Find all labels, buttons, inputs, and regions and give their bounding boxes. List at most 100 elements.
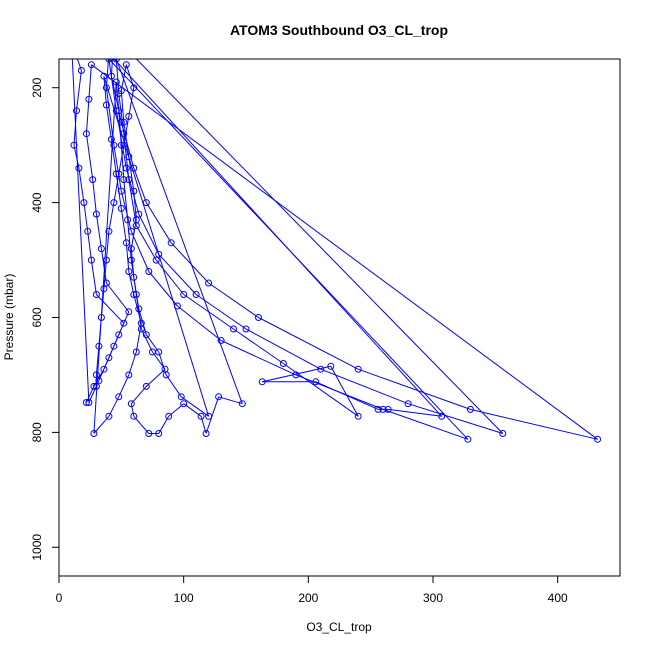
data-point xyxy=(115,170,123,178)
data-point xyxy=(132,291,140,298)
series-line-segment xyxy=(135,225,157,261)
series-line-segment xyxy=(145,334,160,353)
series-line-segment xyxy=(130,403,135,417)
series-line-segment xyxy=(145,368,166,387)
data-point xyxy=(258,378,266,386)
data-point xyxy=(95,342,103,350)
data-point xyxy=(192,291,200,298)
data-point xyxy=(205,412,213,420)
data-point xyxy=(120,118,128,126)
series-line-segment xyxy=(155,259,185,295)
series-line-segment xyxy=(76,70,82,111)
data-point xyxy=(117,187,125,195)
series-line-segment xyxy=(128,271,135,295)
data-point xyxy=(142,199,150,207)
data-point xyxy=(110,199,118,207)
series-line-segment xyxy=(103,260,107,289)
data-point xyxy=(125,112,133,120)
series-line-segment xyxy=(220,340,297,376)
series-line-segment xyxy=(135,59,504,434)
series-line-segment xyxy=(118,311,130,335)
series-line-segment xyxy=(123,122,130,157)
data-point xyxy=(95,377,103,385)
data-point xyxy=(155,430,163,437)
data-point xyxy=(117,118,125,126)
series-line-segment xyxy=(115,59,243,404)
data-point xyxy=(105,227,113,235)
data-point xyxy=(90,430,98,437)
data-point xyxy=(110,342,118,350)
data-point xyxy=(155,348,163,356)
series-line-segment xyxy=(85,133,94,180)
data-point xyxy=(173,302,181,310)
data-point xyxy=(404,400,412,408)
series-line-segment xyxy=(208,282,259,318)
data-point xyxy=(354,365,362,373)
data-point xyxy=(85,399,93,406)
series-line-segment xyxy=(87,231,92,261)
data-point xyxy=(130,187,138,195)
series-line-segment xyxy=(233,328,284,364)
data-point xyxy=(120,141,128,149)
data-point xyxy=(122,239,130,247)
series-line-segment xyxy=(120,64,127,91)
series-line-segment xyxy=(93,415,110,434)
series-line-segment xyxy=(110,59,113,77)
data-point xyxy=(102,279,110,287)
data-point xyxy=(594,435,602,443)
data-point xyxy=(242,325,250,333)
series-line-segment xyxy=(120,145,125,180)
series-line-segment xyxy=(128,351,137,376)
series-line-segment xyxy=(330,366,359,417)
data-point xyxy=(69,39,75,45)
data-point xyxy=(97,245,105,253)
data-point xyxy=(464,435,472,443)
series-line-segment xyxy=(90,260,97,295)
x-tick-label: 0 xyxy=(56,591,63,605)
data-point xyxy=(80,199,88,207)
series-line-segment xyxy=(130,231,150,272)
data-point xyxy=(165,412,173,420)
series-line-segment xyxy=(95,346,100,375)
data-point xyxy=(106,50,112,56)
data-point xyxy=(130,412,138,420)
series-line-segment xyxy=(113,173,120,203)
data-point xyxy=(279,360,287,367)
data-point xyxy=(379,405,387,413)
data-point xyxy=(73,107,80,115)
data-point xyxy=(111,33,117,39)
series-line-segment xyxy=(71,59,90,403)
data-point xyxy=(122,61,130,69)
series-line-segment xyxy=(135,323,142,353)
series-line-segment xyxy=(125,242,130,272)
data-point xyxy=(120,176,128,184)
data-point xyxy=(127,400,135,408)
series-line-segment xyxy=(138,308,147,335)
series-line-segment xyxy=(133,167,147,203)
data-point xyxy=(122,164,130,172)
x-axis-label: O3_CL_trop xyxy=(306,620,372,634)
series-line-segment xyxy=(127,219,132,261)
series-line-segment xyxy=(177,305,222,341)
data-point xyxy=(374,405,382,413)
data-point xyxy=(438,412,446,420)
series-line-segment xyxy=(320,368,409,405)
data-point xyxy=(117,204,125,212)
series-line-segment xyxy=(195,294,247,330)
data-point xyxy=(177,393,185,401)
data-point xyxy=(120,319,128,327)
series-line-segment xyxy=(108,202,115,232)
series-line-segment xyxy=(130,219,137,249)
data-point xyxy=(202,430,210,437)
series-line-segment xyxy=(120,90,125,123)
data-point xyxy=(89,176,97,184)
series-line-segment xyxy=(118,93,125,134)
data-point xyxy=(100,365,108,373)
data-point xyxy=(130,84,138,92)
series-line-segment xyxy=(100,288,105,318)
data-point xyxy=(117,141,125,149)
plot-frame xyxy=(58,58,621,577)
data-point xyxy=(135,305,143,313)
series-line-segment xyxy=(133,415,150,434)
data-point xyxy=(112,170,120,178)
